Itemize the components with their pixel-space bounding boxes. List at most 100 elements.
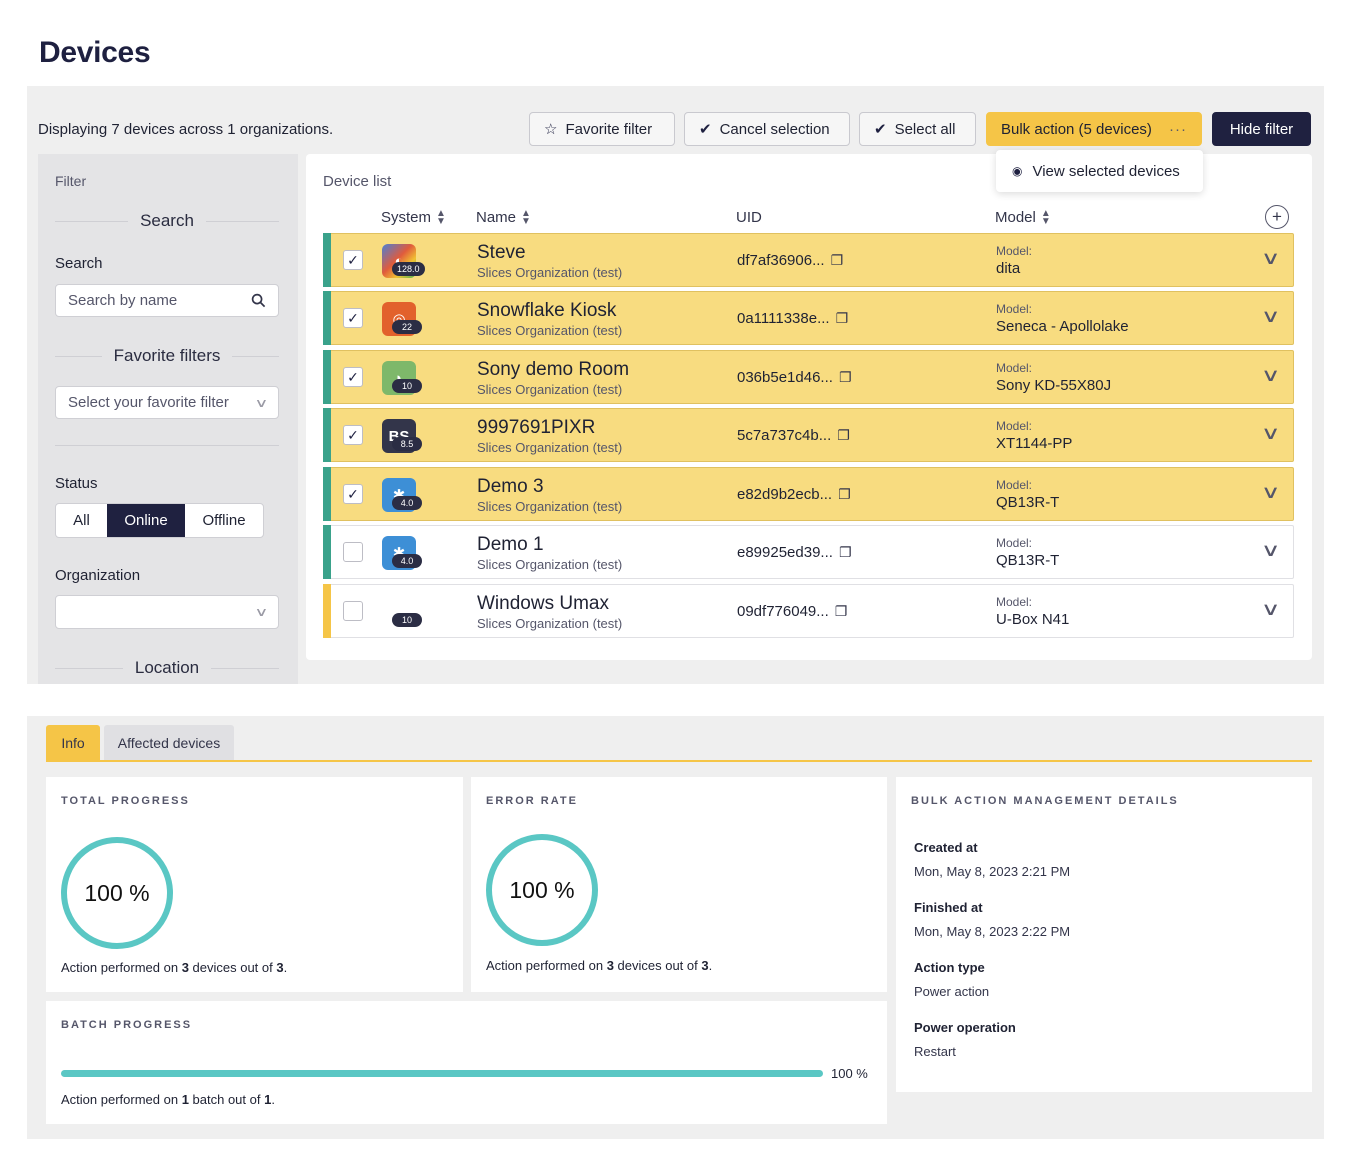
row-checkbox[interactable]: ✓ — [343, 308, 363, 328]
view-selected-devices-label: View selected devices — [1032, 162, 1180, 180]
bulk-details-card: BULK ACTION MANAGEMENT DETAILS Created a… — [896, 777, 1312, 1092]
bulk-action-label: Bulk action (5 devices) — [1001, 120, 1152, 138]
error-rate-ring: 100 % — [486, 834, 598, 946]
chevron-down-icon: ∨ — [254, 605, 269, 619]
check-icon: ✓ — [347, 309, 359, 326]
uid-value: e89925ed39... — [737, 544, 833, 561]
copy-icon[interactable]: ❐ — [837, 427, 850, 443]
search-icon — [251, 293, 266, 308]
device-organization: Slices Organization (test) — [477, 499, 623, 514]
search-input[interactable]: Search by name — [55, 284, 279, 317]
uid-value: 0a1111338e... — [737, 310, 830, 327]
chevron-down-icon[interactable]: ∨ — [1260, 540, 1281, 560]
model-label: Model: — [996, 419, 1033, 433]
model-label: Model: — [996, 478, 1033, 492]
more-icon[interactable]: ··· — [1169, 120, 1187, 138]
status-indicator — [323, 525, 331, 579]
sort-icon: ▲ ▼ — [1040, 207, 1051, 227]
row-checkbox[interactable]: ✓ — [343, 484, 363, 504]
add-column-button[interactable]: + — [1265, 205, 1289, 229]
row-checkbox[interactable]: ✓ — [343, 367, 363, 387]
chevron-down-icon[interactable]: ∨ — [1260, 599, 1281, 619]
copy-icon[interactable]: ❐ — [838, 369, 852, 385]
device-name[interactable]: Demo 1 — [477, 534, 544, 555]
favorite-section-header: Favorite filters — [55, 346, 279, 366]
copy-icon[interactable]: ❐ — [830, 252, 844, 268]
sort-icon: ▲ ▼ — [436, 207, 446, 227]
os-version-badge: 10 — [392, 379, 422, 393]
view-selected-devices-item[interactable]: ◉ View selected devices — [996, 150, 1203, 192]
device-name[interactable]: Steve — [477, 242, 526, 263]
chevron-down-icon[interactable]: ∨ — [1260, 482, 1281, 502]
device-name[interactable]: 9997691PIXR — [477, 417, 596, 438]
bulk-details-title: BULK ACTION MANAGEMENT DETAILS — [911, 795, 1179, 807]
column-uid-label: UID — [736, 209, 762, 226]
device-name[interactable]: Sony demo Room — [477, 359, 630, 380]
status-indicator — [323, 350, 331, 404]
power-operation-value: Restart — [914, 1044, 956, 1059]
row-checkbox[interactable] — [343, 601, 363, 621]
cancel-selection-button[interactable]: ✔ Cancel selection — [684, 112, 850, 146]
chevron-down-icon[interactable]: ∨ — [1260, 248, 1281, 268]
error-rate-card: ERROR RATE 100 % Action performed on 3 d… — [471, 777, 887, 992]
row-checkbox[interactable] — [343, 542, 363, 562]
bulk-action-button[interactable]: Bulk action (5 devices) ··· — [986, 112, 1202, 146]
select-all-button[interactable]: ✔ Select all — [859, 112, 976, 146]
chevron-down-icon[interactable]: ∨ — [1260, 306, 1281, 326]
copy-icon[interactable]: ❐ — [838, 486, 851, 502]
device-row[interactable]: ✓ ◗ 10 Sony demo Room Slices Organization (t… — [323, 350, 1294, 404]
tab-affected-devices[interactable]: Affected devices — [104, 725, 234, 761]
total-progress-ring: 100 % — [61, 837, 173, 949]
device-uid: df7af36906... ❐ — [737, 252, 843, 269]
error-rate-note: Action performed on 3 devices out of 3. — [486, 958, 713, 973]
row-checkbox[interactable]: ✓ — [343, 250, 363, 270]
batch-progress-note: Action performed on 1 batch out of 1. — [61, 1092, 275, 1107]
device-uid: 036b5e1d46... ❐ — [737, 369, 852, 386]
status-offline-button[interactable]: Offline — [202, 512, 246, 529]
uid-value: df7af36906... — [737, 252, 825, 269]
plus-icon: + — [1272, 207, 1282, 226]
favorite-filter-button[interactable]: ☆ Favorite filter — [529, 112, 675, 146]
organization-select[interactable]: ∨ — [55, 595, 279, 629]
device-row[interactable]: ✓ ◐ 128.0 Steve Slices Organization (test) df… — [323, 233, 1294, 287]
check-icon: ✓ — [347, 251, 359, 268]
batch-progress-title: BATCH PROGRESS — [61, 1019, 193, 1031]
device-name[interactable]: Snowflake Kiosk — [477, 300, 617, 321]
device-name[interactable]: Demo 3 — [477, 476, 544, 497]
copy-icon[interactable]: ❐ — [835, 310, 849, 326]
tab-info[interactable]: Info — [46, 725, 100, 761]
device-uid: e82d9b2ecb... ❐ — [737, 486, 851, 503]
device-name[interactable]: Windows Umax — [477, 593, 609, 614]
status-all-button[interactable]: All — [73, 512, 90, 529]
row-checkbox[interactable]: ✓ — [343, 425, 363, 445]
chevron-down-icon[interactable]: ∨ — [1260, 365, 1281, 385]
hide-filter-button[interactable]: Hide filter — [1212, 112, 1311, 146]
error-rate-title: ERROR RATE — [486, 795, 578, 807]
filter-sidebar: Filter Search Search Search by name Favo… — [38, 154, 298, 684]
model-value: QB13R-T — [996, 552, 1060, 569]
column-system[interactable]: System ▲ ▼ — [381, 207, 446, 227]
device-organization: Slices Organization (test) — [477, 440, 623, 455]
power-operation-label: Power operation — [914, 1020, 1016, 1035]
chevron-down-icon[interactable]: ∨ — [1260, 423, 1281, 443]
status-online-button[interactable]: Online — [107, 504, 185, 537]
copy-icon[interactable]: ❐ — [834, 603, 848, 619]
search-label: Search — [55, 255, 103, 272]
device-row[interactable]: ✓ BS 8.5 9997691PIXR Slices Organization (te… — [323, 408, 1294, 462]
favorite-filter-select[interactable]: Select your favorite filter ∨ — [55, 386, 279, 419]
tab-underline — [46, 760, 1312, 762]
os-version-badge: 4.0 — [392, 554, 422, 568]
column-name[interactable]: Name ▲ ▼ — [476, 208, 531, 226]
batch-progress-card: BATCH PROGRESS 100 % Action performed on… — [46, 1001, 887, 1124]
status-indicator — [323, 408, 331, 462]
model-label: Model: — [996, 244, 1033, 258]
device-uid: 0a1111338e... ❐ — [737, 310, 848, 327]
total-progress-note: Action performed on 3 devices out of 3. — [61, 960, 288, 975]
column-model[interactable]: Model ▲ ▼ — [995, 207, 1051, 227]
device-organization: Slices Organization (test) — [477, 323, 623, 338]
copy-icon[interactable]: ❐ — [838, 544, 852, 560]
